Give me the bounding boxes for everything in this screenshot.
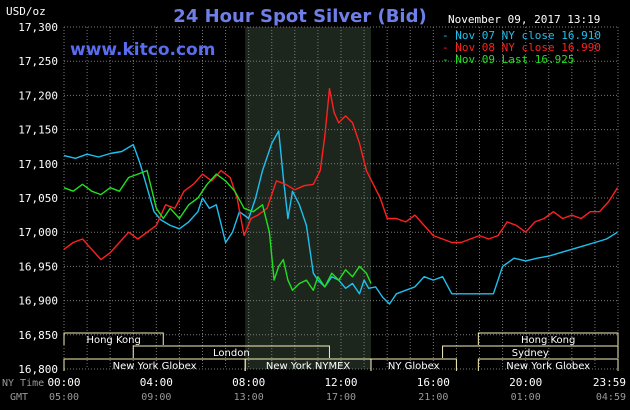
y-tick-label: 16,800 [18,363,58,376]
legend-marker-nov09: - [442,53,455,66]
legend-marker-nov07: - [442,29,455,42]
legend-entry-nov08: - Nov 08 NY close 16.990 [442,41,601,54]
series-line-2 [63,87,619,261]
ny-time-row-label: NY Time [2,378,44,389]
market-session-label: New York NYMEX [266,361,351,372]
x-tick-label-gmt: 04:59 [596,392,626,403]
x-tick-label-ny: 16:00 [417,376,450,389]
x-tick-label-gmt: 21:00 [418,392,448,403]
x-tick-label-gmt: 01:00 [511,392,541,403]
y-tick-label: 17,250 [18,55,58,68]
legend-entry-nov07: - Nov 07 NY close 16.910 [442,29,601,42]
market-session-label: New York Globex [113,361,197,372]
y-tick-label: 17,150 [18,124,58,137]
chart-date: November 09, 2017 13:19 [448,13,600,26]
y-tick-label: 17,300 [18,21,58,34]
market-session-box [63,332,164,345]
legend-label-nov07: Nov 07 NY close 16.910 [455,29,601,42]
y-tick-label: 17,000 [18,226,58,239]
y-tick-label: 17,200 [18,89,58,102]
market-session-label: Hong Kong [521,335,575,346]
legend-label-nov08: Nov 08 NY close 16.990 [455,41,601,54]
legend-entry-nov09: - Nov 09 Last 16.925 [442,53,574,66]
market-session-box [477,358,619,371]
x-tick-label-gmt: 13:00 [234,392,264,403]
y-tick-label: 16,950 [18,260,58,273]
legend-label-nov09: Nov 09 Last 16.925 [455,53,574,66]
market-session-box [370,358,457,371]
market-session-label: NY Globex [388,361,440,372]
gmt-row-label: GMT [10,392,28,403]
legend-marker-nov08: - [442,41,455,54]
x-tick-label-ny: 00:00 [47,376,80,389]
x-tick-label-ny: 20:00 [509,376,542,389]
market-session-label: Sydney [512,348,549,359]
x-tick-label-gmt: 17:00 [326,392,356,403]
y-tick-label: 17,050 [18,192,58,205]
y-tick-label: 16,900 [18,295,58,308]
x-tick-label-ny: 04:00 [140,376,173,389]
series-line-3 [63,169,372,291]
source-watermark: www.kitco.com [70,40,215,60]
market-session-box [442,345,619,358]
market-session-label: New York Globex [506,361,590,372]
x-tick-label-gmt: 05:00 [49,392,79,403]
chart-title: 24 Hour Spot Silver (Bid) [173,6,426,27]
x-tick-label-ny: 23:59 [593,376,626,389]
market-session-box [477,332,619,345]
x-tick-label-ny: 12:00 [324,376,357,389]
y-axis-label: USD/oz [6,5,46,18]
y-tick-label: 17,100 [18,158,58,171]
market-session-label: Hong Kong [86,335,140,346]
market-session-box [132,345,330,358]
y-tick-label: 16,850 [18,329,58,342]
x-tick-label-gmt: 09:00 [141,392,171,403]
x-tick-label-ny: 08:00 [232,376,265,389]
legend: - Nov 07 NY close 16.910 - Nov 08 NY clo… [442,29,601,66]
session-highlight [245,27,372,369]
market-session-label: London [213,348,250,359]
